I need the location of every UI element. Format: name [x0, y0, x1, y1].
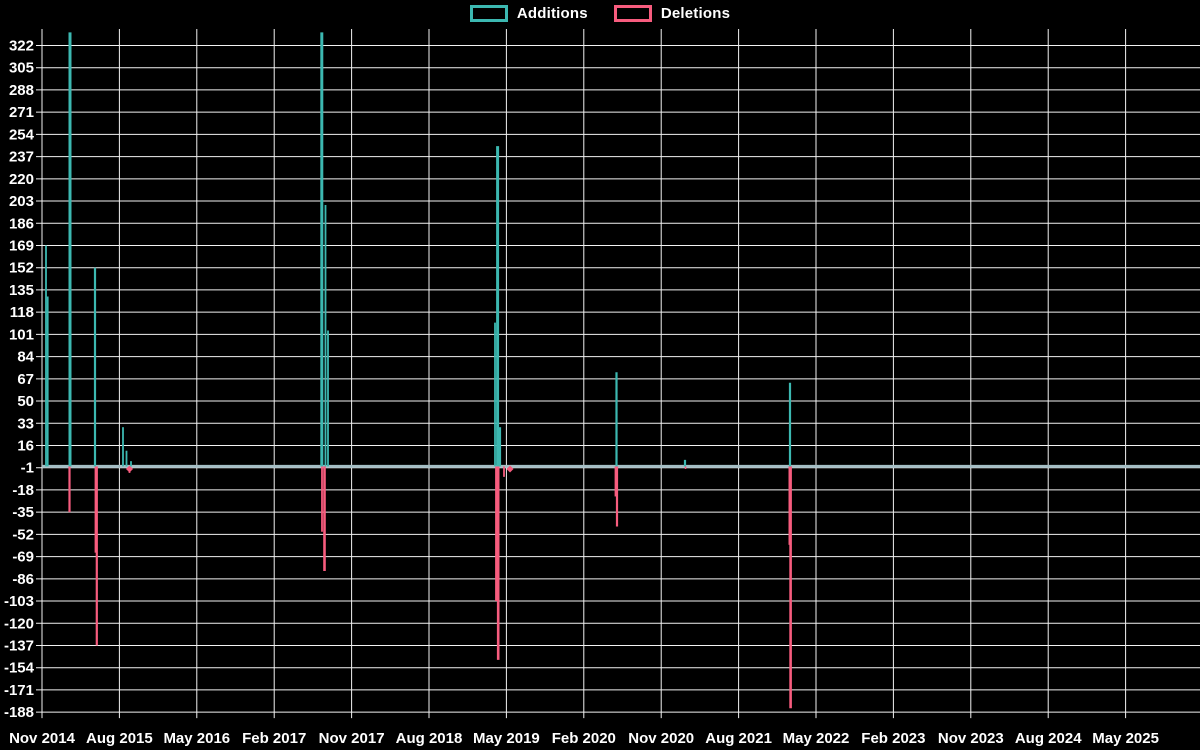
y-tick-label: -137 — [4, 637, 34, 654]
x-tick-label: Feb 2017 — [242, 730, 306, 747]
x-tick-label: Nov 2020 — [628, 730, 694, 747]
x-tick-label: Aug 2021 — [705, 730, 772, 747]
x-tick-label: May 2019 — [473, 730, 540, 747]
x-tick-label: Nov 2014 — [9, 730, 76, 747]
y-tick-label: 203 — [9, 193, 34, 210]
deletions-point-marker — [506, 465, 514, 473]
x-tick-label: Aug 2024 — [1015, 730, 1082, 747]
y-tick-label: 33 — [17, 415, 34, 432]
y-tick-label: -171 — [4, 682, 34, 699]
y-tick-label: -52 — [12, 526, 34, 543]
y-tick-label: 220 — [9, 171, 34, 188]
y-tick-label: 237 — [9, 149, 34, 166]
y-tick-label: 67 — [17, 371, 34, 388]
y-tick-label: 50 — [17, 393, 34, 410]
y-tick-label: 101 — [9, 326, 34, 343]
y-tick-label: -86 — [12, 571, 34, 588]
additions-swatch-icon — [469, 5, 508, 22]
y-tick-label: -1 — [21, 460, 34, 477]
y-tick-label: 169 — [9, 237, 34, 254]
y-tick-label: -154 — [4, 660, 35, 677]
y-tick-label: -18 — [12, 482, 34, 499]
chart-legend: Additions Deletions — [0, 5, 1200, 22]
x-tick-label: Feb 2020 — [552, 730, 616, 747]
x-tick-label: May 2025 — [1092, 730, 1159, 747]
y-tick-label: -188 — [4, 704, 34, 721]
deletions-point-marker — [126, 465, 133, 473]
x-tick-label: May 2022 — [783, 730, 850, 747]
y-tick-label: -35 — [12, 504, 34, 521]
y-tick-label: 152 — [9, 260, 34, 277]
y-tick-label: 254 — [9, 126, 35, 143]
deletions-swatch-icon — [613, 5, 652, 22]
y-tick-label: -69 — [12, 549, 34, 566]
y-tick-label: 135 — [9, 282, 34, 299]
legend-label-deletions: Deletions — [660, 5, 731, 22]
y-tick-label: -103 — [4, 593, 34, 610]
y-tick-label: 118 — [10, 304, 34, 321]
x-tick-label: May 2016 — [163, 730, 230, 747]
y-tick-label: 288 — [9, 82, 34, 99]
legend-item-additions[interactable]: Additions — [469, 5, 588, 22]
y-tick-label: 16 — [17, 437, 34, 454]
y-tick-label: -120 — [4, 615, 34, 632]
legend-item-deletions[interactable]: Deletions — [613, 5, 731, 22]
y-tick-label: 186 — [9, 215, 34, 232]
y-tick-label: 271 — [9, 104, 34, 121]
x-tick-label: Feb 2023 — [861, 730, 925, 747]
x-tick-label: Nov 2017 — [319, 730, 385, 747]
x-tick-label: Nov 2023 — [938, 730, 1004, 747]
y-tick-label: 305 — [9, 60, 34, 77]
legend-label-additions: Additions — [516, 5, 588, 22]
x-tick-label: Aug 2018 — [396, 730, 463, 747]
y-tick-label: 84 — [17, 349, 34, 366]
x-tick-label: Aug 2015 — [86, 730, 153, 747]
y-tick-label: 322 — [9, 37, 34, 54]
